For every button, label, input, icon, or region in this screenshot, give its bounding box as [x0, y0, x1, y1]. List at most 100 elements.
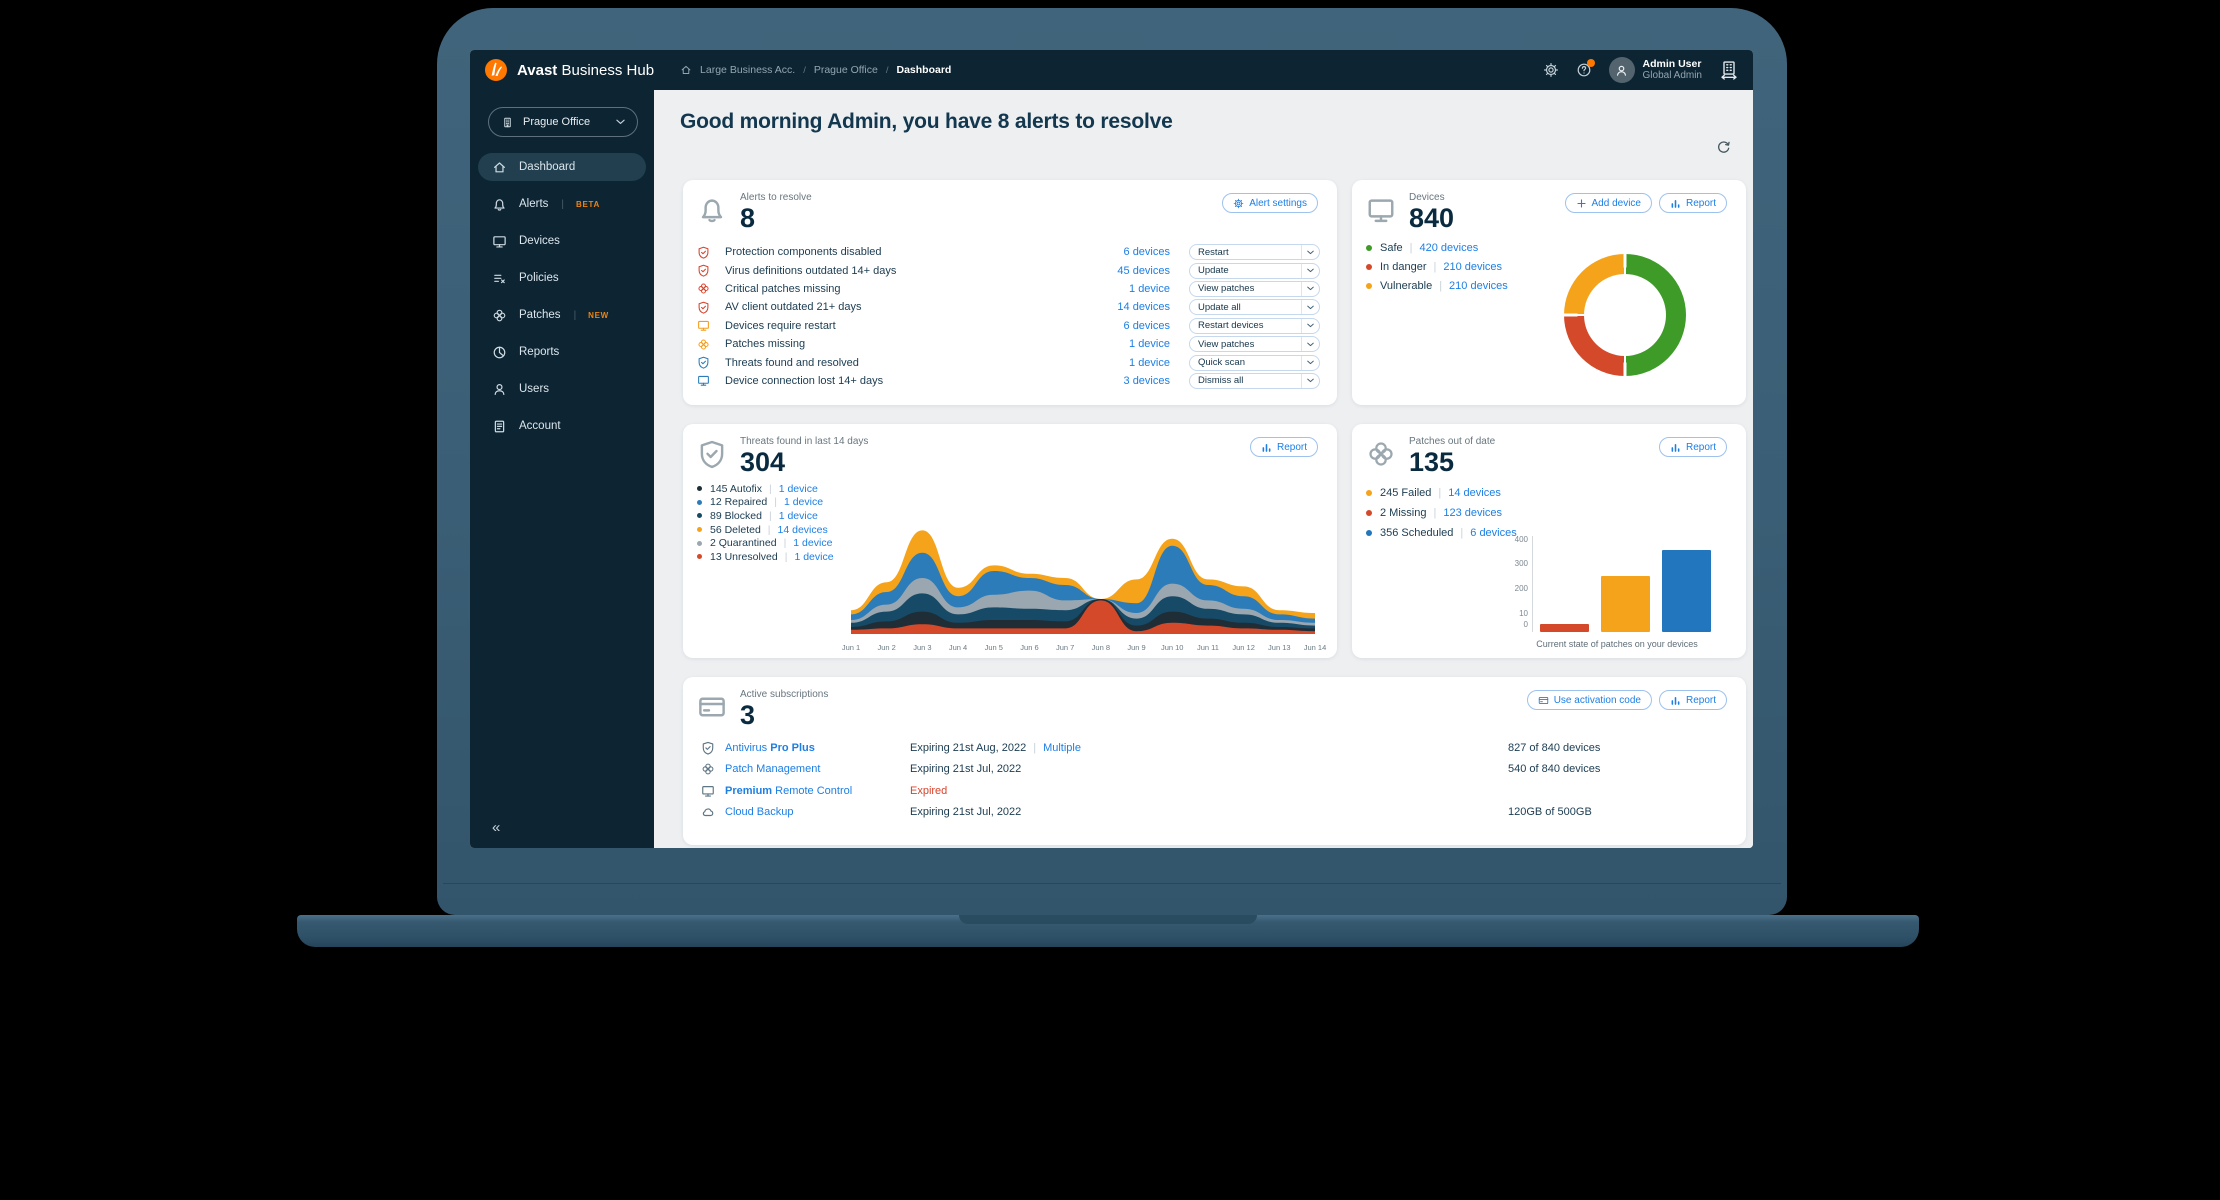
legend-dot	[697, 499, 702, 505]
card-label: Devices	[1409, 192, 1445, 203]
sidebar-item-account[interactable]: Account	[478, 412, 646, 440]
laptop-shadow	[255, 944, 1967, 962]
home-icon	[492, 160, 507, 175]
subscription-link[interactable]: Antivirus Pro Plus	[725, 741, 815, 754]
x-tick-label: Jun 14	[1303, 643, 1327, 652]
sidebar-item-policies[interactable]: Policies	[478, 264, 646, 292]
monitor-icon	[701, 784, 715, 798]
top-bar: Avast Business Hub Large Business Acc. /…	[470, 50, 1753, 90]
patch-y-axis	[1532, 536, 1533, 632]
sidebar-item-users[interactable]: Users	[478, 375, 646, 403]
alert-row: Critical patches missing 1 device View p…	[697, 280, 1320, 298]
subscription-expiry: Expiring 21st Aug, 2022 | Multiple	[910, 741, 1081, 754]
devices-link[interactable]: 6 devices	[1123, 246, 1170, 259]
devices-link[interactable]: 210 devices	[1449, 279, 1508, 292]
chevron-down-icon	[1301, 355, 1319, 370]
patch-icon	[492, 308, 507, 323]
gear-icon[interactable]	[1543, 62, 1559, 78]
org-selector[interactable]: Prague Office	[488, 107, 638, 137]
subscription-link[interactable]: Premium Remote Control	[725, 784, 853, 797]
devices-link[interactable]: 45 devices	[1117, 264, 1170, 277]
devices-link[interactable]: 6 devices	[1123, 319, 1170, 332]
multiple-link[interactable]: Multiple	[1043, 741, 1081, 754]
report-button[interactable]: Report	[1658, 193, 1727, 213]
sidebar-item-dashboard[interactable]: Dashboard	[478, 153, 646, 181]
credit-card-icon	[697, 692, 727, 722]
alert-action-dropdown[interactable]: View patches	[1189, 280, 1320, 297]
devices-count: 840	[1409, 203, 1455, 233]
subscription-link[interactable]: Cloud Backup	[725, 806, 794, 819]
devices-link[interactable]: 1 device	[783, 496, 824, 509]
subscription-link[interactable]: Patch Management	[725, 763, 821, 776]
company-switcher-icon[interactable]	[1719, 60, 1739, 80]
use-activation-code-button[interactable]: Use activation code	[1526, 690, 1652, 710]
alert-action-dropdown[interactable]: Quick scan	[1189, 354, 1320, 371]
sidebar-item-reports[interactable]: Reports	[478, 338, 646, 366]
breadcrumb-item[interactable]: Large Business Acc.	[700, 64, 796, 76]
user-menu[interactable]: Admin User Global Admin	[1608, 57, 1702, 83]
devices-card: Devices 840 Add device Report	[1352, 180, 1746, 405]
devices-link[interactable]: 1 device	[778, 509, 818, 522]
card-label: Active subscriptions	[740, 689, 829, 700]
devices-link[interactable]: 14 devices	[1117, 301, 1170, 314]
sidebar-collapse-button[interactable]: «	[492, 819, 501, 836]
sidebar-item-patches[interactable]: Patches | NEW	[478, 301, 646, 329]
alert-row: Virus definitions outdated 14+ days 45 d…	[697, 261, 1320, 279]
devices-link[interactable]: 1 device	[1129, 338, 1170, 351]
devices-link[interactable]: 14 devices	[777, 523, 828, 536]
alert-row: Patches missing 1 device View patches	[697, 335, 1320, 353]
page-title: Good morning Admin, you have 8 alerts to…	[680, 110, 1173, 133]
legend-item: Safe | 420 devices	[1366, 238, 1508, 257]
sidebar-item-alerts[interactable]: Alerts | BETA	[478, 190, 646, 218]
notification-dot	[1586, 59, 1595, 67]
x-tick-label: Jun 8	[1091, 643, 1111, 652]
home-icon[interactable]	[680, 64, 692, 76]
report-button[interactable]: Report	[1249, 437, 1318, 457]
devices-link[interactable]: 14 devices	[1448, 487, 1501, 499]
devices-link[interactable]: 1 device	[1129, 282, 1170, 295]
patch-chart-caption: Current state of patches on your devices	[1536, 639, 1698, 649]
alert-action-dropdown[interactable]: Dismiss all	[1189, 372, 1320, 389]
report-button[interactable]: Report	[1658, 437, 1727, 457]
devices-link[interactable]: 123 devices	[1443, 507, 1503, 519]
subscription-row: Cloud Backup Expiring 21st Jul, 2022 120…	[701, 802, 1730, 824]
devices-link[interactable]: 3 devices	[1123, 374, 1170, 387]
alert-action-dropdown[interactable]: View patches	[1189, 336, 1320, 353]
alert-action-dropdown[interactable]: Update	[1189, 262, 1320, 279]
breadcrumb-item[interactable]: Prague Office	[813, 64, 878, 76]
legend-item: 2 Quarantined | 1 device	[697, 536, 834, 550]
devices-link[interactable]: 1 device	[778, 482, 818, 495]
devices-link[interactable]: 1 device	[794, 550, 834, 563]
subscription-usage: 120GB of 500GB	[1508, 806, 1592, 819]
help-button[interactable]	[1576, 59, 1595, 78]
app-logo[interactable]: Avast Business Hub	[484, 58, 654, 82]
person-icon	[1614, 63, 1629, 78]
patches-card: Patches out of date 135 Report 245 Faile…	[1352, 424, 1746, 658]
alert-action-dropdown[interactable]: Restart	[1189, 244, 1320, 261]
monitor-icon	[697, 319, 710, 332]
refresh-icon[interactable]	[1716, 140, 1731, 155]
devices-link[interactable]: 1 device	[793, 537, 833, 550]
patch-icon	[697, 282, 710, 295]
devices-link[interactable]: 210 devices	[1443, 260, 1503, 273]
sidebar-nav: Dashboard Alerts | BETA Devices Policies…	[470, 153, 654, 440]
alert-settings-button[interactable]: Alert settings	[1222, 193, 1318, 213]
subscription-row: Antivirus Pro Plus Expiring 21st Aug, 20…	[701, 737, 1730, 759]
chevron-down-icon	[1301, 245, 1319, 260]
report-button[interactable]: Report	[1658, 690, 1727, 710]
donut-hole	[1584, 274, 1666, 356]
devices-link[interactable]: 1 device	[1129, 356, 1170, 369]
add-device-button[interactable]: Add device	[1564, 193, 1652, 213]
legend-dot	[697, 540, 702, 546]
devices-link[interactable]: 6 devices	[1470, 527, 1517, 539]
org-selector-label: Prague Office	[523, 116, 591, 128]
devices-link[interactable]: 420 devices	[1419, 241, 1479, 254]
subscription-expiry: Expiring 21st Jul, 2022	[910, 763, 1022, 776]
patches-count: 135	[1409, 447, 1455, 477]
subscription-usage: 827 of 840 devices	[1508, 741, 1601, 754]
alert-action-dropdown[interactable]: Restart devices	[1189, 317, 1320, 334]
alert-list: Protection components disabled 6 devices…	[697, 243, 1320, 390]
alert-action-dropdown[interactable]: Update all	[1189, 299, 1320, 316]
devices-donut	[1564, 254, 1686, 376]
sidebar-item-devices[interactable]: Devices	[478, 227, 646, 255]
